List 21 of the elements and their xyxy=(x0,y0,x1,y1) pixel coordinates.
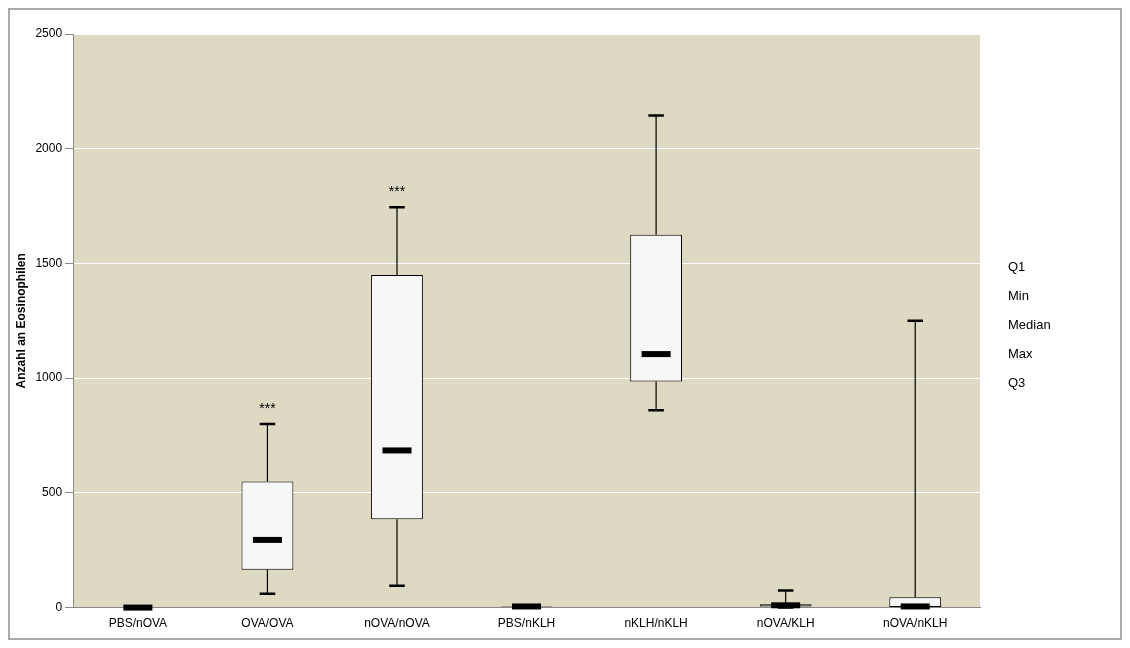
x-tick-label: OVA/OVA xyxy=(241,616,294,631)
x-tick-label: PBS/nOVA xyxy=(108,616,168,631)
annotation: *** xyxy=(388,183,406,200)
y-tick-label: 2500 xyxy=(35,26,63,41)
text: Median xyxy=(1008,316,1051,332)
y-tick-label: 2000 xyxy=(35,141,63,156)
text: Max xyxy=(1008,345,1034,361)
annotation: *** xyxy=(259,399,277,416)
y-tick-label: 500 xyxy=(42,485,63,500)
text: Q1 xyxy=(1008,258,1027,274)
y-tick-label: 1000 xyxy=(35,370,63,385)
x-tick-label: PBS/nKLH xyxy=(497,616,556,631)
x-tick-label: nOVA/nOVA xyxy=(364,616,430,631)
x-tick-label: nOVA/nKLH xyxy=(882,616,948,631)
text: Min xyxy=(1008,287,1030,303)
y-axis-title: Anzahl an Eosinophilen xyxy=(13,253,28,389)
text: Q3 xyxy=(1008,374,1027,390)
x-tick-label: nKLH/nKLH xyxy=(624,616,688,631)
y-tick-label: 0 xyxy=(55,599,63,614)
x-tick-label: nOVA/KLH xyxy=(756,616,815,631)
y-tick-label: 1500 xyxy=(35,255,63,270)
